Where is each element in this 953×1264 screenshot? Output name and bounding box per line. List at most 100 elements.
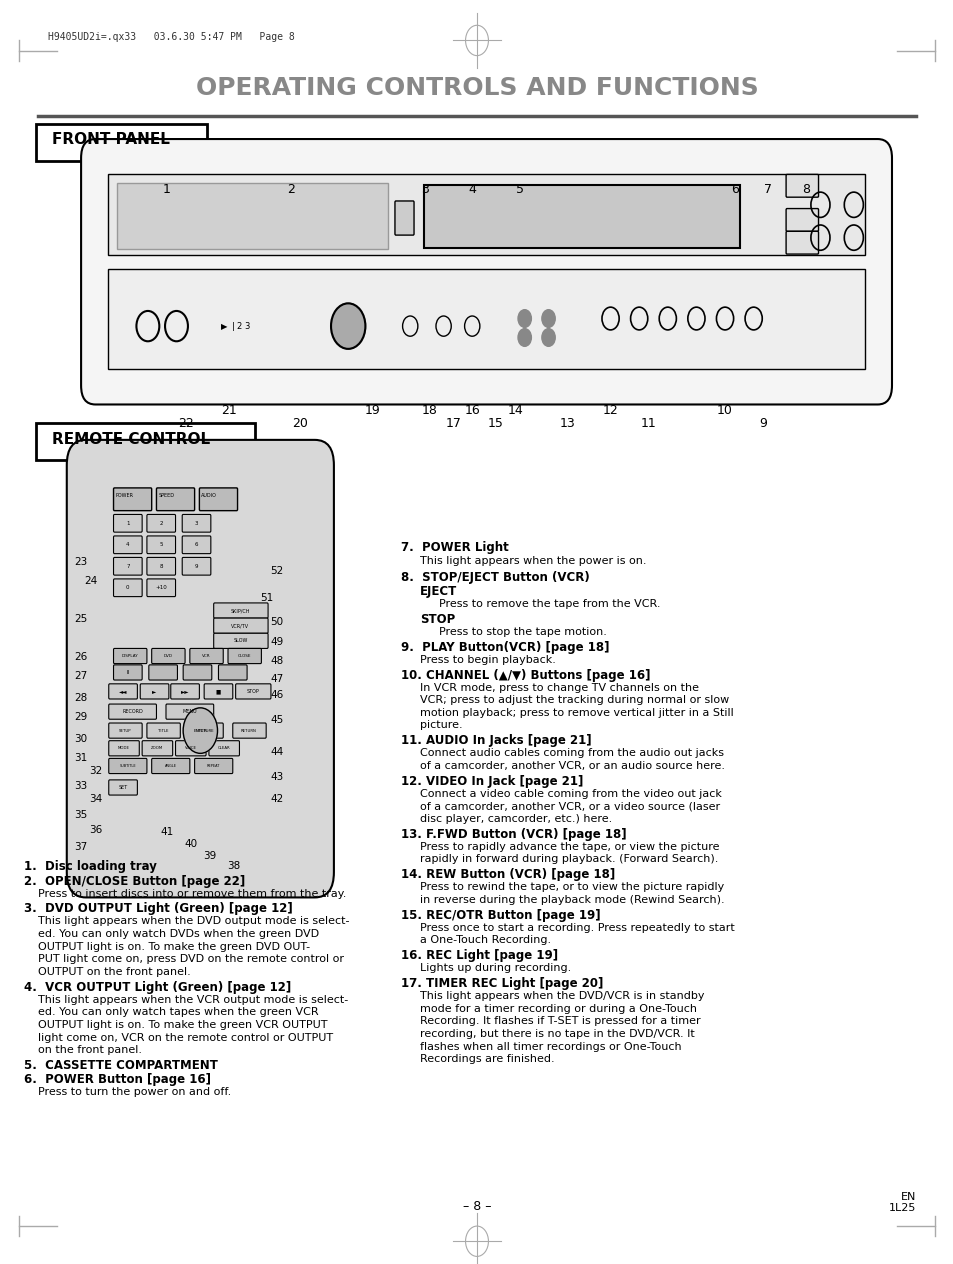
Text: 39: 39 (203, 851, 216, 861)
FancyBboxPatch shape (156, 488, 194, 511)
Text: REPEAT: REPEAT (207, 763, 220, 769)
Text: disc player, camcorder, etc.) here.: disc player, camcorder, etc.) here. (419, 814, 612, 824)
Text: SKIP/CH: SKIP/CH (231, 608, 250, 613)
Text: Recordings are finished.: Recordings are finished. (419, 1054, 554, 1064)
Circle shape (541, 329, 555, 346)
Text: 35: 35 (74, 810, 88, 820)
FancyBboxPatch shape (147, 514, 175, 532)
Text: 49: 49 (270, 637, 283, 647)
FancyBboxPatch shape (36, 423, 254, 460)
Text: 6.  POWER Button [page 16]: 6. POWER Button [page 16] (24, 1073, 211, 1086)
Text: 6: 6 (194, 542, 198, 547)
Text: Connect a video cable coming from the video out jack: Connect a video cable coming from the vi… (419, 789, 720, 799)
FancyBboxPatch shape (213, 633, 268, 648)
Circle shape (183, 708, 217, 753)
Text: 17. TIMER REC Light [page 20]: 17. TIMER REC Light [page 20] (400, 977, 602, 990)
Text: flashes when all timer recordings or One-Touch: flashes when all timer recordings or One… (419, 1042, 680, 1052)
FancyBboxPatch shape (113, 648, 147, 664)
FancyBboxPatch shape (233, 723, 266, 738)
Text: Press to insert discs into or remove them from the tray.: Press to insert discs into or remove the… (38, 889, 346, 899)
FancyBboxPatch shape (147, 557, 175, 575)
FancyBboxPatch shape (109, 704, 156, 719)
Circle shape (541, 310, 555, 327)
Circle shape (517, 310, 531, 327)
Text: 10. CHANNEL (▲/▼) Buttons [page 16]: 10. CHANNEL (▲/▼) Buttons [page 16] (400, 669, 650, 681)
Text: 14: 14 (507, 404, 522, 417)
Text: 7: 7 (126, 564, 130, 569)
Text: MODE: MODE (118, 746, 130, 751)
Text: 6: 6 (730, 183, 738, 196)
Text: 12. VIDEO In Jack [page 21]: 12. VIDEO In Jack [page 21] (400, 775, 582, 787)
Text: This light appears when the power is on.: This light appears when the power is on. (419, 556, 645, 566)
Text: 11. AUDIO In Jacks [page 21]: 11. AUDIO In Jacks [page 21] (400, 734, 591, 747)
Text: Press to stop the tape motion.: Press to stop the tape motion. (438, 627, 606, 637)
Text: PICTURE: PICTURE (197, 728, 214, 733)
Text: STOP: STOP (246, 689, 259, 694)
Text: of a camcorder, another VCR, or a video source (laser: of a camcorder, another VCR, or a video … (419, 801, 720, 811)
Text: ANGLE: ANGLE (165, 763, 176, 769)
Text: in reverse during the playback mode (Rewind Search).: in reverse during the playback mode (Rew… (419, 895, 723, 905)
Text: 31: 31 (74, 753, 88, 763)
Text: II: II (126, 670, 130, 675)
Text: 45: 45 (270, 715, 283, 726)
FancyBboxPatch shape (147, 723, 180, 738)
FancyBboxPatch shape (117, 183, 388, 249)
Text: 15. REC/OTR Button [page 19]: 15. REC/OTR Button [page 19] (400, 909, 599, 921)
Text: 4: 4 (468, 183, 476, 196)
Text: Recording. It flashes if T-SET is pressed for a timer: Recording. It flashes if T-SET is presse… (419, 1016, 700, 1026)
Text: 16: 16 (464, 404, 479, 417)
FancyBboxPatch shape (199, 488, 237, 511)
FancyBboxPatch shape (218, 665, 247, 680)
Text: This light appears when the DVD output mode is select-: This light appears when the DVD output m… (38, 916, 350, 927)
Text: FRONT PANEL: FRONT PANEL (52, 131, 171, 147)
Text: 17: 17 (445, 417, 460, 430)
Text: OUTPUT light is on. To make the green VCR OUTPUT: OUTPUT light is on. To make the green VC… (38, 1020, 327, 1030)
FancyBboxPatch shape (113, 579, 142, 597)
Text: 16. REC Light [page 19]: 16. REC Light [page 19] (400, 949, 558, 962)
Text: – 8 –: – 8 – (462, 1201, 491, 1213)
Text: EN
1L25: EN 1L25 (887, 1192, 915, 1213)
Text: SPEED: SPEED (158, 493, 174, 498)
Text: STOP: STOP (419, 613, 455, 626)
Text: 29: 29 (74, 712, 88, 722)
FancyBboxPatch shape (183, 665, 212, 680)
Text: 9.  PLAY Button(VCR) [page 18]: 9. PLAY Button(VCR) [page 18] (400, 641, 609, 653)
Text: 20: 20 (293, 417, 308, 430)
FancyBboxPatch shape (81, 139, 891, 404)
Text: 21: 21 (221, 404, 236, 417)
Text: 8: 8 (801, 183, 809, 196)
Text: 9: 9 (759, 417, 766, 430)
FancyBboxPatch shape (109, 684, 137, 699)
Text: 38: 38 (227, 861, 240, 871)
FancyBboxPatch shape (182, 557, 211, 575)
Text: This light appears when the DVD/VCR is in standby: This light appears when the DVD/VCR is i… (419, 991, 703, 1001)
Text: SUBTITLE: SUBTITLE (119, 763, 136, 769)
FancyBboxPatch shape (152, 758, 190, 774)
Text: 18: 18 (421, 404, 436, 417)
Text: 32: 32 (89, 766, 102, 776)
FancyBboxPatch shape (190, 648, 223, 664)
Text: 51: 51 (260, 593, 274, 603)
Text: DVD: DVD (163, 653, 172, 659)
Text: Press to begin playback.: Press to begin playback. (419, 655, 555, 665)
Text: 2.  OPEN/CLOSE Button [page 22]: 2. OPEN/CLOSE Button [page 22] (24, 875, 245, 887)
Text: 4.  VCR OUTPUT Light (Green) [page 12]: 4. VCR OUTPUT Light (Green) [page 12] (24, 981, 291, 994)
Text: ENTER: ENTER (193, 728, 207, 733)
Text: 1.  Disc loading tray: 1. Disc loading tray (24, 860, 156, 872)
FancyBboxPatch shape (113, 665, 142, 680)
Text: 46: 46 (270, 690, 283, 700)
FancyBboxPatch shape (213, 618, 268, 633)
Text: 2: 2 (287, 183, 294, 196)
FancyBboxPatch shape (109, 741, 139, 756)
Text: REMOTE CONTROL: REMOTE CONTROL (52, 432, 211, 447)
Text: 8: 8 (159, 564, 163, 569)
Text: recording, but there is no tape in the DVD/VCR. It: recording, but there is no tape in the D… (419, 1029, 694, 1039)
FancyBboxPatch shape (140, 684, 169, 699)
Text: POWER: POWER (115, 493, 133, 498)
Text: 27: 27 (74, 671, 88, 681)
Text: 8.  STOP/EJECT Button (VCR): 8. STOP/EJECT Button (VCR) (400, 571, 589, 584)
FancyBboxPatch shape (113, 536, 142, 554)
Text: rapidly in forward during playback. (Forward Search).: rapidly in forward during playback. (For… (419, 854, 718, 865)
Text: 15: 15 (488, 417, 503, 430)
Text: 13. F.FWD Button (VCR) [page 18]: 13. F.FWD Button (VCR) [page 18] (400, 828, 626, 841)
